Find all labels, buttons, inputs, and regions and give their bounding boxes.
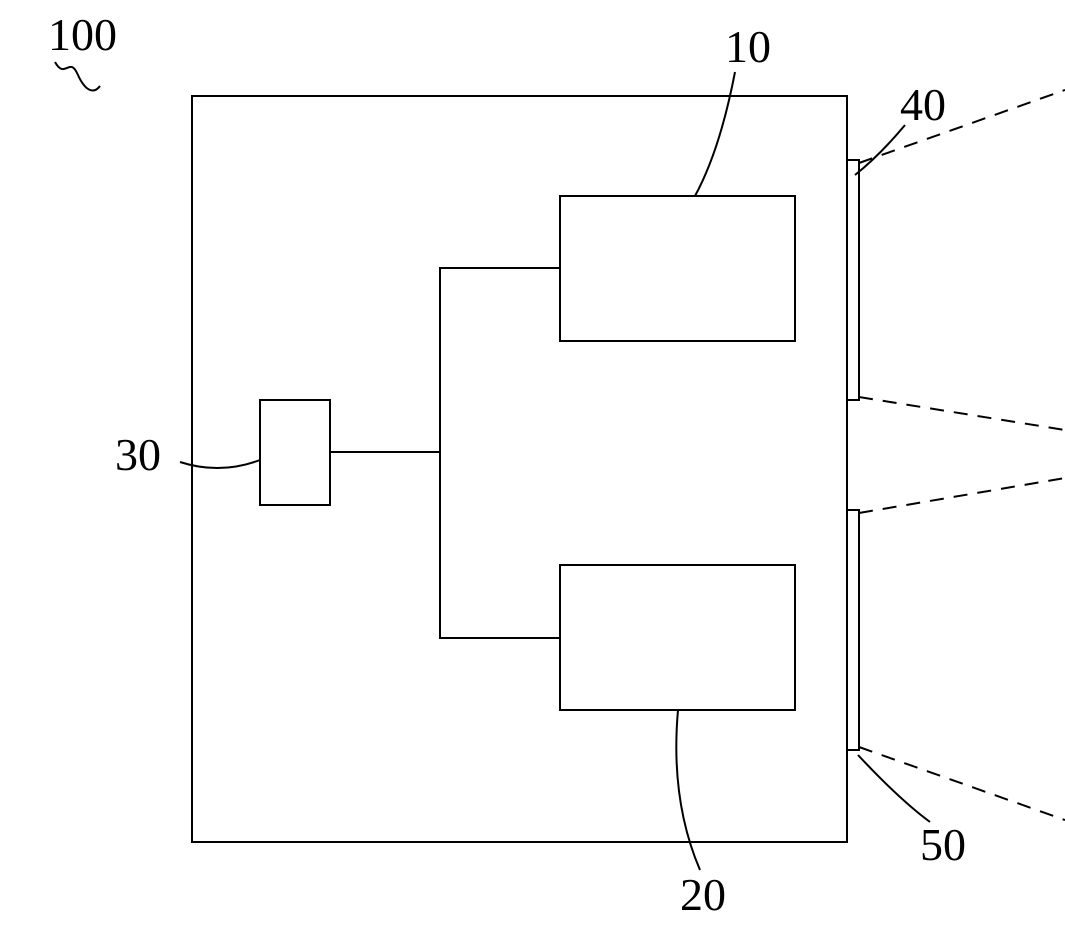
label-30: 30 (115, 429, 161, 480)
leader-50 (858, 755, 930, 822)
leader-40 (855, 125, 905, 175)
label-100: 100 (48, 9, 117, 60)
ray-50-bottom (859, 747, 1065, 820)
edge-branch-down (440, 452, 560, 638)
node-30-box (260, 400, 330, 505)
label-20: 20 (680, 869, 726, 920)
ray-40-top (859, 90, 1065, 163)
node-40-box (847, 160, 859, 400)
label-50: 50 (920, 819, 966, 870)
diagram-canvas: 100 10 20 30 40 50 (0, 0, 1065, 936)
node-50-box (847, 510, 859, 750)
node-20-box (560, 565, 795, 710)
ray-50-top (859, 478, 1065, 513)
node-10-box (560, 196, 795, 341)
leader-20 (676, 710, 700, 870)
ray-40-bottom (859, 397, 1065, 430)
label-10: 10 (725, 21, 771, 72)
edge-branch-up (440, 268, 560, 452)
outer-enclosure (192, 96, 847, 842)
label-40: 40 (900, 79, 946, 130)
leader-10 (695, 72, 735, 196)
leader-100-squiggle (55, 62, 100, 90)
